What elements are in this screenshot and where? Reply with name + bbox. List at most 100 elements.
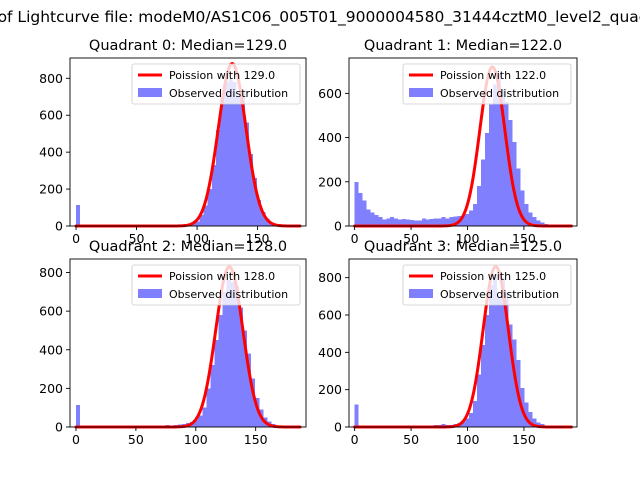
y-tick-label: 200: [39, 381, 63, 396]
histogram-bar: [532, 418, 537, 427]
histogram-bar: [481, 344, 486, 427]
legend-poisson-label: Poission with 125.0: [440, 270, 546, 283]
histogram-bar: [516, 168, 521, 226]
histogram-bar: [536, 220, 541, 226]
histogram-bar: [362, 200, 367, 226]
histogram-bar: [215, 130, 221, 226]
histogram-bar: [441, 217, 446, 226]
y-tick-label: 600: [39, 304, 63, 319]
histogram-bar: [461, 421, 466, 427]
x-tick-label: 100: [456, 432, 480, 447]
histogram-bar: [238, 307, 243, 427]
histogram-bar: [194, 420, 199, 427]
histogram-bar: [224, 82, 229, 226]
histogram-bar: [453, 216, 458, 226]
histogram-bar: [504, 102, 509, 226]
histogram-bar: [398, 219, 403, 226]
histogram-bar: [354, 404, 359, 427]
legend-box: [402, 264, 572, 306]
axes-frame: [69, 57, 307, 227]
histogram-bar: [492, 273, 497, 427]
x-tick-label: 50: [403, 432, 419, 447]
histogram-bar: [504, 292, 509, 427]
legend-observed-swatch: [409, 88, 433, 97]
quadrant-0-axes: 0 50 100 150 0 200 400 600 800 Quadrant 0: Median…: [39, 38, 307, 246]
histogram-bar: [226, 280, 231, 427]
legend-poisson-label: Poission with 129.0: [169, 69, 275, 82]
histogram-bar: [524, 402, 529, 427]
histogram-bar: [242, 330, 248, 427]
histogram-bar: [236, 96, 241, 227]
y-tick-label: 600: [318, 86, 342, 101]
histogram-bar: [528, 212, 533, 226]
histogram-bar: [255, 398, 260, 427]
histogram-bar: [382, 219, 387, 226]
x-tick-label: 0: [72, 231, 80, 246]
histogram-bar: [500, 88, 505, 226]
histogram-bar: [354, 181, 359, 226]
histogram-bar: [425, 219, 430, 226]
histogram-bar: [257, 200, 262, 226]
x-tick-label: 150: [512, 432, 536, 447]
histogram-bar: [500, 277, 505, 427]
y-tick-label: 800: [39, 71, 63, 86]
histogram-bar: [207, 189, 212, 226]
legend-observed-label: Observed distribution: [169, 288, 288, 301]
x-tick-label: 50: [129, 231, 145, 246]
quadrant-2-axes: 0 50 100 150 0 200 400 600 800 Quadrant 2: Median…: [39, 239, 307, 447]
y-tick-label: 200: [318, 382, 342, 397]
histogram-bar: [394, 218, 399, 226]
quadrant-1-axes: 0 50 100 150 0 200 400 600 Quadrant 1: Median=12…: [318, 38, 578, 246]
histogram-bar: [485, 133, 489, 226]
x-tick-label: 150: [244, 432, 268, 447]
histogram-bar: [247, 353, 252, 427]
histogram-bar: [202, 407, 207, 427]
histogram-bar: [524, 203, 529, 226]
legend-observed-label: Observed distribution: [440, 87, 559, 100]
legend-observed-label: Observed distribution: [440, 288, 559, 301]
axes-frame: [348, 258, 578, 428]
histogram-bar: [198, 415, 203, 427]
histogram-bar: [437, 218, 442, 226]
histogram-bar: [488, 285, 493, 427]
histogram-bar: [248, 154, 253, 226]
histogram-bar: [251, 378, 256, 427]
axes-frame: [348, 57, 578, 227]
histogram-bar: [540, 222, 545, 226]
histogram-bar: [386, 218, 391, 226]
histogram-bar: [445, 218, 450, 226]
x-tick-label: 0: [351, 231, 359, 246]
axes-frame: [69, 258, 307, 428]
legend-poisson-label: Poission with 122.0: [440, 69, 546, 82]
histogram-bar: [370, 212, 375, 226]
histogram-bar: [465, 213, 470, 226]
histogram-bar: [532, 217, 537, 226]
y-tick-label: 0: [55, 420, 63, 435]
histogram-bar: [473, 203, 478, 226]
histogram-bar: [488, 104, 493, 226]
histogram-bar: [520, 190, 525, 226]
y-tick-label: 0: [334, 219, 342, 234]
histogram-bar: [406, 219, 410, 226]
histogram-bar: [358, 192, 363, 226]
histogram-bar: [374, 214, 379, 226]
figure-suptitle: Histogram of Lightcurve file: modeM0/AS1…: [0, 8, 640, 27]
histogram-bar: [261, 212, 266, 226]
x-tick-label: 100: [456, 231, 480, 246]
histogram-bar: [433, 218, 438, 226]
y-tick-label: 200: [39, 182, 63, 197]
histogram-bar: [421, 218, 426, 226]
y-tick-label: 600: [318, 308, 342, 323]
histogram-bar: [222, 291, 227, 427]
legend-observed-label: Observed distribution: [169, 87, 288, 100]
histogram-bar: [477, 186, 482, 226]
histogram-bar: [366, 209, 371, 226]
x-tick-label: 150: [246, 231, 270, 246]
histogram-bar: [429, 218, 434, 226]
histogram-bar: [536, 422, 541, 427]
histogram-bar: [409, 219, 414, 226]
histogram-bar: [485, 315, 489, 427]
y-tick-label: 200: [318, 174, 342, 189]
histogram-bar: [496, 296, 501, 427]
